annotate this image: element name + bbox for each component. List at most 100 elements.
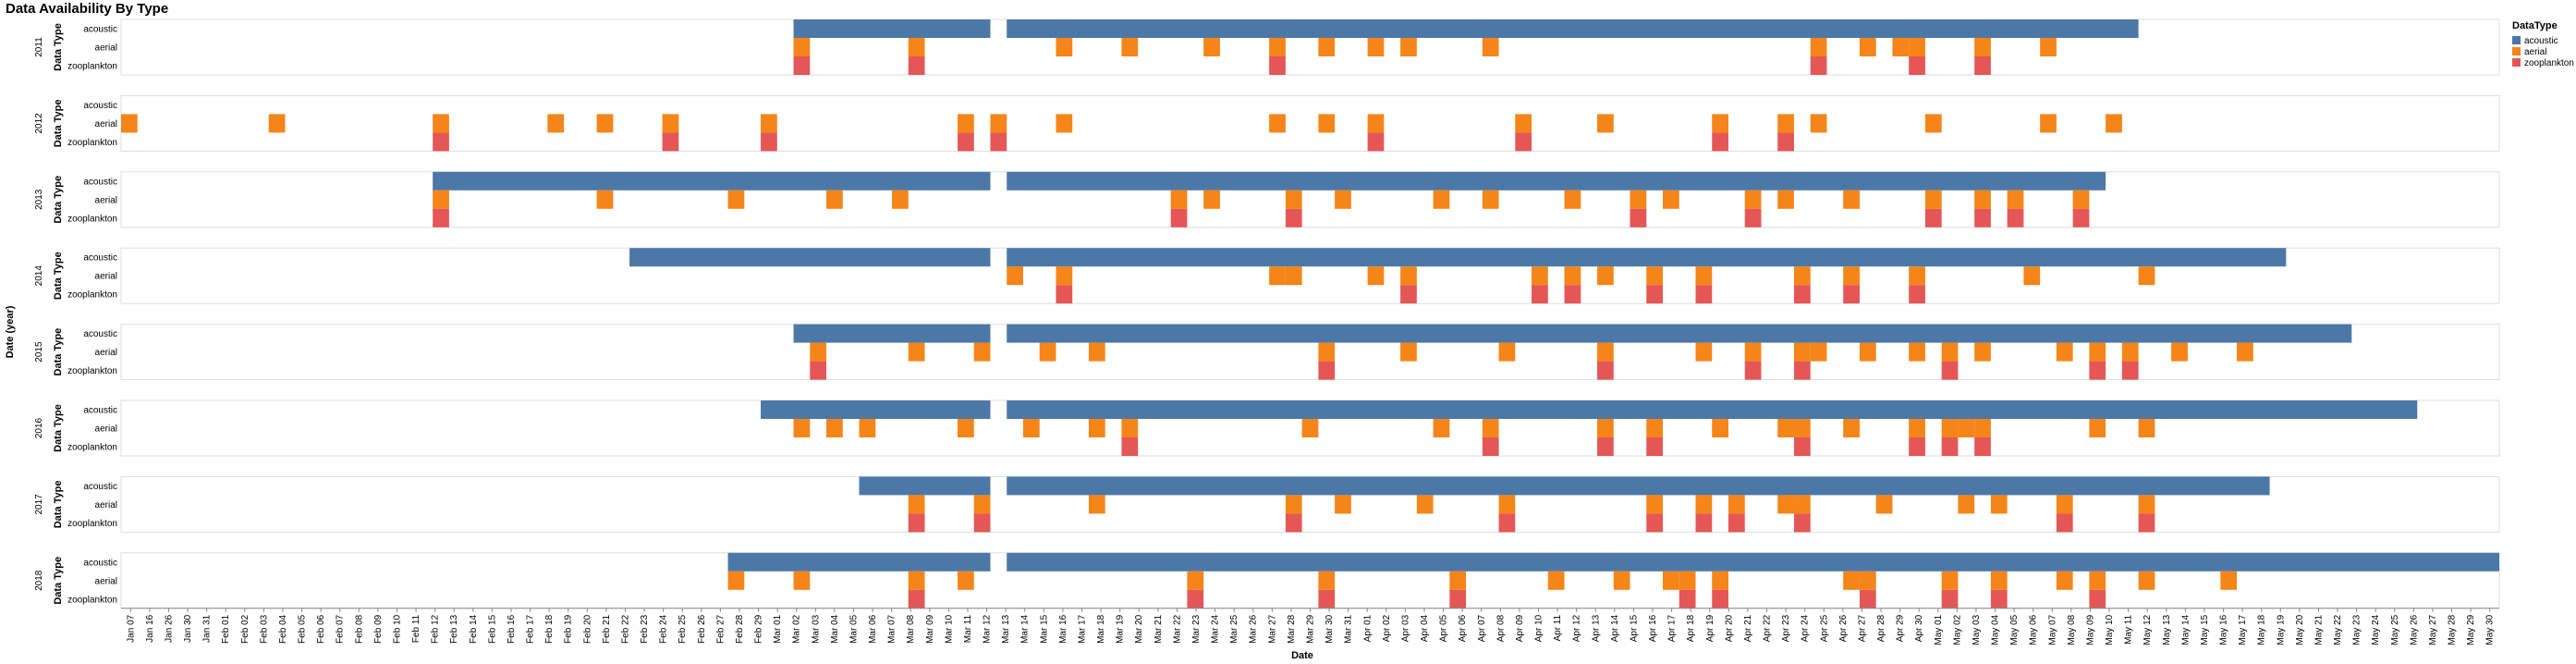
aerial-cell xyxy=(1663,190,1679,209)
aerial-cell xyxy=(1793,342,1811,362)
aerial-cell xyxy=(1663,571,1679,590)
aerial-cell xyxy=(1679,571,1696,590)
aerial-cell xyxy=(1630,190,1647,209)
aerial-cell xyxy=(1532,266,1548,286)
y-tick-label-zooplankton: zooplankton xyxy=(67,214,117,224)
aerial-cell xyxy=(1728,495,1745,514)
legend-title: DataType xyxy=(2512,20,2558,31)
x-tick-label: May 08 xyxy=(2067,614,2077,645)
x-tick-label: Apr 27 xyxy=(1857,614,1867,642)
zooplankton-cell xyxy=(1941,437,1959,456)
x-tick-label: May 16 xyxy=(2219,614,2229,645)
aerial-cell xyxy=(1875,495,1893,514)
acoustic-cell xyxy=(1007,171,2106,191)
facet-2017: acoustic aerial zooplankton 2017 Data Type xyxy=(34,475,2500,533)
x-tick-label: Mar 08 xyxy=(906,614,916,644)
aerial-cell xyxy=(1892,38,1910,56)
y-tick-label-zooplankton: zooplankton xyxy=(67,443,117,453)
aerial-cell xyxy=(793,571,811,590)
x-tick-label: Apr 04 xyxy=(1420,614,1430,642)
x-tick-label: Mar 16 xyxy=(1058,614,1068,644)
x-tick-label: Apr 23 xyxy=(1781,614,1791,642)
x-tick-label: Mar 05 xyxy=(848,614,859,644)
aerial-cell xyxy=(1597,342,1614,362)
zooplankton-cell xyxy=(1712,589,1728,609)
aerial-cell xyxy=(1449,571,1467,590)
aerial-cell xyxy=(2089,342,2106,362)
zooplankton-cell xyxy=(1285,513,1302,533)
zooplankton-cell xyxy=(1744,361,1762,380)
aerial-cell xyxy=(547,114,565,133)
aerial-cell xyxy=(1482,419,1499,437)
x-tick-label: Feb 16 xyxy=(507,614,517,644)
aerial-cell xyxy=(1400,342,1417,362)
x-tick-label: May 25 xyxy=(2390,614,2400,645)
x-tick-label: Apr 28 xyxy=(1876,614,1886,642)
zooplankton-cell xyxy=(1285,208,1302,227)
legend-swatch-zooplankton xyxy=(2512,58,2521,67)
x-tick-label: Feb 29 xyxy=(754,614,764,644)
aerial-cell xyxy=(1843,419,1860,437)
x-tick-label: Feb 10 xyxy=(392,614,402,644)
zooplankton-cell xyxy=(1695,513,1713,533)
facet-year-label: 2013 xyxy=(34,189,44,210)
x-tick-label: May 12 xyxy=(2143,614,2153,645)
x-tick-label: Mar 11 xyxy=(963,614,973,643)
zooplankton-cell xyxy=(1498,513,1516,533)
x-tick-label: May 01 xyxy=(1934,614,1944,645)
aerial-cell xyxy=(1810,38,1827,56)
aerial-cell xyxy=(1335,190,1351,209)
aerial-cell xyxy=(1777,190,1794,209)
x-tick-label: Feb 03 xyxy=(259,614,269,644)
x-tick-label: Feb 25 xyxy=(678,614,688,644)
zooplankton-cell xyxy=(1974,56,1991,75)
x-tick-label: Mar 26 xyxy=(1249,614,1259,644)
aerial-cell xyxy=(1269,114,1286,133)
zooplankton-cell xyxy=(1941,589,1959,609)
aerial-cell xyxy=(1285,495,1302,514)
zooplankton-cell xyxy=(908,56,925,75)
x-tick-label: May 05 xyxy=(2009,614,2020,645)
y-tick-label-aerial: aerial xyxy=(95,348,117,358)
zooplankton-cell xyxy=(1515,132,1532,152)
facet-axis-title: Data Type xyxy=(53,176,64,224)
zooplankton-cell xyxy=(1793,285,1811,304)
aerial-cell xyxy=(1498,495,1516,514)
aerial-cell xyxy=(2106,114,2122,133)
y-tick-label-aerial: aerial xyxy=(95,424,117,435)
aerial-cell xyxy=(2171,342,2188,362)
x-tick-label: Apr 22 xyxy=(1763,614,1773,642)
y-tick-label-zooplankton: zooplankton xyxy=(67,595,117,605)
x-tick-label: Feb 01 xyxy=(221,614,231,644)
x-tick-label: Apr 01 xyxy=(1362,614,1373,642)
x-tick-label: May 26 xyxy=(2409,614,2419,645)
zooplankton-cell xyxy=(2089,589,2106,609)
aerial-cell xyxy=(1909,266,1925,286)
x-tick-label: Apr 26 xyxy=(1838,614,1849,642)
aerial-cell xyxy=(2040,38,2057,56)
x-tick-label: May 14 xyxy=(2180,614,2191,645)
facet-year-label: 2011 xyxy=(34,37,44,57)
x-tick-label: Feb 22 xyxy=(620,614,630,644)
zooplankton-cell xyxy=(957,132,974,152)
acoustic-cell xyxy=(1007,324,2352,343)
x-tick-label: Feb 09 xyxy=(373,614,384,644)
x-tick-label: Jan 16 xyxy=(145,614,155,642)
zooplankton-cell xyxy=(1646,285,1664,304)
aerial-cell xyxy=(826,419,843,437)
aerial-cell xyxy=(1909,342,1925,362)
aerial-cell xyxy=(1843,266,1860,286)
x-tick-label: Apr 07 xyxy=(1477,614,1487,642)
aerial-cell xyxy=(957,419,974,437)
x-tick-label: Apr 09 xyxy=(1515,614,1525,642)
aerial-cell xyxy=(810,342,827,362)
facet-2016: acoustic aerial zooplankton 2016 Data Type xyxy=(34,400,2500,457)
aerial-cell xyxy=(1203,190,1220,209)
y-tick-label-acoustic: acoustic xyxy=(83,253,117,264)
aerial-cell xyxy=(1941,342,1959,362)
aerial-cell xyxy=(1318,38,1336,56)
x-tick-label: Apr 20 xyxy=(1724,614,1734,642)
x-tick-label: Apr 17 xyxy=(1667,614,1678,642)
aerial-cell xyxy=(1990,495,2008,514)
x-tick-label: Apr 11 xyxy=(1553,614,1563,641)
